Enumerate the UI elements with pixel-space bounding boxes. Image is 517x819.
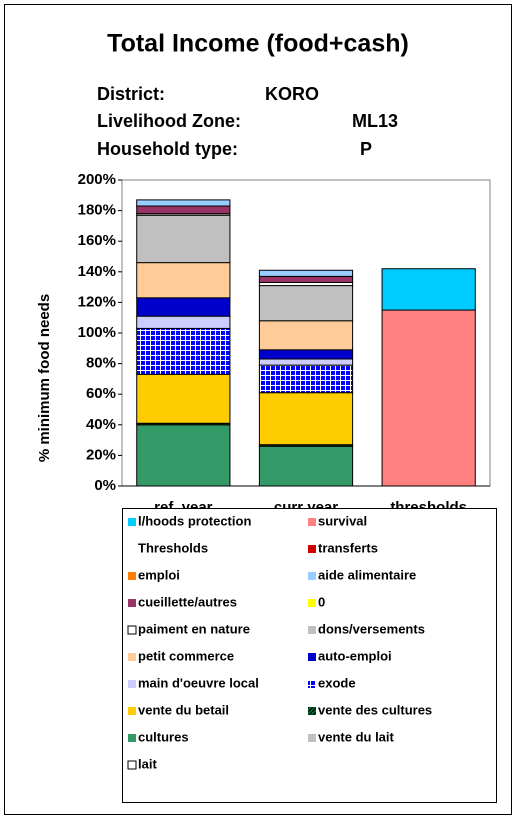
legend-label: vente des cultures xyxy=(318,702,432,717)
info-label: Household type: xyxy=(97,139,238,159)
legend-swatch xyxy=(308,599,316,607)
legend-label: auto-emploi xyxy=(318,648,392,663)
bar-segment xyxy=(136,199,231,207)
legend-swatch xyxy=(308,572,316,580)
legend-swatch xyxy=(308,707,316,715)
legend-label: petit commerce xyxy=(138,648,234,663)
legend-label: exode xyxy=(318,675,356,690)
legend-label: dons/versements xyxy=(318,621,425,636)
legend-label: cueillette/autres xyxy=(138,594,237,609)
legend-swatch xyxy=(128,572,136,580)
legend-swatch xyxy=(128,680,136,688)
legend-label: vente du betail xyxy=(138,702,229,717)
bar-segment xyxy=(258,269,354,277)
legend-swatch xyxy=(308,626,316,634)
bar-segment xyxy=(258,364,354,394)
y-tick-label: 120% xyxy=(78,293,116,310)
bar-segment xyxy=(258,358,354,366)
chart-title: Total Income (food+cash) xyxy=(107,30,409,58)
info-value: KORO xyxy=(265,84,319,104)
info-label: Livelihood Zone: xyxy=(97,111,241,131)
legend-swatch xyxy=(128,707,136,715)
legend-swatch xyxy=(308,653,316,661)
legend-swatch xyxy=(128,653,136,661)
legend-swatch xyxy=(308,518,316,526)
info-value: P xyxy=(360,139,372,159)
legend-label: cultures xyxy=(138,729,189,744)
legend-label: paiment en nature xyxy=(138,621,250,636)
legend-label: vente du lait xyxy=(318,729,395,744)
bar-segment xyxy=(381,268,476,311)
bar-segment xyxy=(136,424,231,487)
y-axis-label: % minimum food needs xyxy=(36,294,53,462)
legend-swatch xyxy=(128,518,136,526)
legend-label: lait xyxy=(138,756,157,771)
legend-label: survival xyxy=(318,513,367,528)
legend-swatch xyxy=(127,625,137,635)
info-value: ML13 xyxy=(352,111,398,131)
y-tick-label: 0% xyxy=(94,477,116,494)
bar-segment xyxy=(258,320,354,351)
legend-swatch xyxy=(127,760,137,770)
y-tick-label: 60% xyxy=(86,385,116,402)
legend-label: aide alimentaire xyxy=(318,567,416,582)
legend-swatch xyxy=(128,734,136,742)
legend-label: emploi xyxy=(138,567,180,582)
bar-segment xyxy=(136,315,231,329)
legend-label: 0 xyxy=(318,594,325,609)
legend-label: l/hoods protection xyxy=(138,513,251,528)
y-tick-label: 160% xyxy=(78,232,116,249)
y-tick-label: 80% xyxy=(86,355,116,372)
legend-label: main d'oeuvre local xyxy=(138,675,259,690)
info-label: District: xyxy=(97,84,165,104)
legend-swatch xyxy=(308,545,316,553)
bar-segment xyxy=(136,214,231,264)
bar-segment xyxy=(258,285,354,322)
legend-swatch xyxy=(308,734,316,742)
legend-label: Thresholds xyxy=(138,540,208,555)
legend-swatch xyxy=(128,599,136,607)
bar-segment xyxy=(258,349,354,360)
bar-segment xyxy=(381,309,476,487)
bar-segment xyxy=(136,262,231,299)
bar-segment xyxy=(136,205,231,215)
bar-segment xyxy=(258,392,354,446)
legend-label: transferts xyxy=(318,540,378,555)
legend-swatch xyxy=(308,680,316,688)
bar-segment xyxy=(136,327,231,375)
y-tick-label: 180% xyxy=(78,202,116,219)
y-tick-label: 100% xyxy=(78,324,116,341)
bar-segment xyxy=(258,275,354,284)
y-tick-label: 200% xyxy=(78,171,116,188)
bar-segment xyxy=(258,445,354,487)
y-tick-label: 140% xyxy=(78,263,116,280)
y-tick-label: 20% xyxy=(86,446,116,463)
bar-segment xyxy=(136,373,231,424)
y-tick-label: 40% xyxy=(86,416,116,433)
bar-segment xyxy=(136,297,231,317)
